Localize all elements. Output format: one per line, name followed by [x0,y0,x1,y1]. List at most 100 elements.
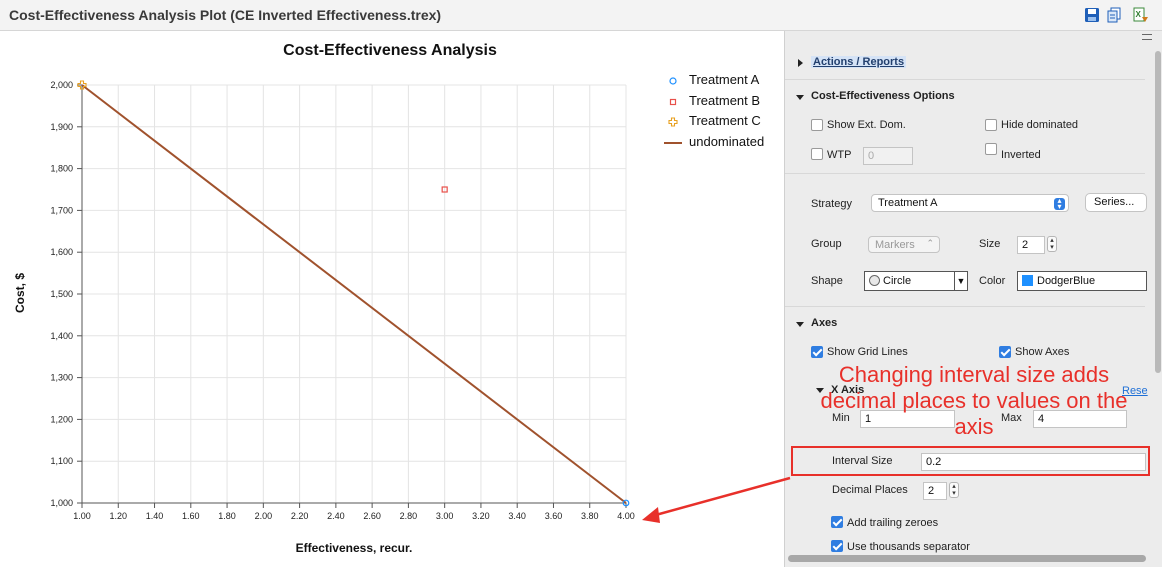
ce-options-header[interactable]: Cost-Effectiveness Options [811,90,955,102]
show-axes-checkbox[interactable] [999,346,1011,358]
wtp-checkbox[interactable] [811,148,823,160]
x-tick-label: 3.80 [581,511,599,521]
decimal-places-input[interactable]: 2 [923,482,947,500]
x-tick-label: 1.80 [218,511,236,521]
size-stepper[interactable]: ▴ ▾ [1047,236,1057,252]
y-tick-label: 1,500 [50,289,73,299]
options-panel: Actions / Reports Cost-Effectiveness Opt… [784,31,1162,567]
min-label: Min [832,412,850,424]
treatment-b-point [441,186,448,193]
show-ext-dom-label: Show Ext. Dom. [827,119,906,131]
divider [785,173,1145,174]
decimal-places-stepper[interactable]: ▴ ▾ [949,482,959,498]
x-tick-label: 1.40 [146,511,164,521]
x-tick-label: 1.00 [73,511,91,521]
min-input[interactable]: 1 [860,410,955,428]
x-axis-header[interactable]: X Axis [831,384,865,396]
y-tick-label: 1,100 [50,456,73,466]
undominated-frontier-line [81,84,627,504]
expanded-triangle-icon[interactable] [796,322,804,327]
x-tick-label: 2.40 [327,511,345,521]
group-value: Markers [875,239,915,251]
actions-reports-link[interactable]: Actions / Reports [811,56,907,68]
size-input[interactable]: 2 [1017,236,1045,254]
wtp-input[interactable]: 0 [863,147,913,165]
show-axes-label: Show Axes [1015,346,1070,358]
y-tick-label: 1,700 [50,205,73,215]
window-title: Cost-Effectiveness Analysis Plot (CE Inv… [9,7,442,23]
divider [785,79,1145,80]
legend-label: undominated [689,133,765,149]
select-arrows-icon: ▴ ▾ [1054,197,1065,211]
expanded-triangle-icon[interactable] [796,95,804,100]
circle-icon [869,275,880,286]
chart-legend: Treatment A Treatment B Treatment C undo… [664,71,782,153]
treatment-a-point [622,499,630,507]
trailing-zeroes-checkbox[interactable] [831,516,843,528]
y-tick-label: 1,200 [50,414,73,424]
color-label: Color [979,275,1006,287]
thousands-separator-checkbox[interactable] [831,540,843,552]
svg-text:X: X [1136,10,1142,19]
interval-size-input[interactable]: 0.2 [921,453,1146,471]
max-label: Max [1001,412,1022,424]
shape-label: Shape [811,275,843,287]
hide-dominated-checkbox[interactable] [985,119,997,131]
chart-title: Cost-Effectiveness Analysis [283,42,497,59]
y-tick-label: 1,800 [50,164,73,174]
strategy-label: Strategy [811,198,852,210]
title-bar: Cost-Effectiveness Analysis Plot (CE Inv… [0,0,1162,31]
ce-plot: 1.00 1.20 1.40 1.60 1.80 2.00 2.20 2.40 2.60 2.80… [50,80,635,521]
circle-marker-icon [669,77,677,85]
x-tick-label: 3.40 [508,511,526,521]
x-tick-label: 2.00 [255,511,273,521]
y-tick-label: 1,300 [50,373,73,383]
shape-value: Circle [883,275,912,287]
x-tick-label: 2.60 [363,511,381,521]
excel-export-icon[interactable]: X [1133,7,1149,23]
color-select[interactable]: DodgerBlue [1017,271,1147,291]
divider [785,306,1145,307]
legend-item-treatment-b: Treatment B [664,92,782,113]
legend-item-treatment-c: Treatment C [664,112,782,133]
decimal-places-label: Decimal Places [832,484,908,496]
y-tick-label: 1,400 [50,331,73,341]
show-grid-lines-checkbox[interactable] [811,346,823,358]
annotation-arrow-icon [642,476,791,523]
series-button[interactable]: Series... [1085,193,1147,212]
group-select[interactable]: Markers ⌃ [868,236,940,253]
show-ext-dom-checkbox[interactable] [811,119,823,131]
x-tick-label: 2.80 [400,511,418,521]
save-icon[interactable] [1084,7,1100,23]
y-axis-label: Cost, $ [13,273,27,314]
x-tick-label: 4.00 [617,511,635,521]
shape-select[interactable]: Circle ▼ [864,271,968,291]
color-swatch [1022,275,1033,286]
x-tick-label: 3.20 [472,511,490,521]
panel-menu-icon[interactable] [1142,34,1152,40]
annotation-text: Changing interval size adds decimal plac… [820,362,1128,439]
copy-icon[interactable] [1106,7,1122,23]
strategy-value: Treatment A [878,197,938,209]
cross-marker-icon [668,117,678,127]
x-tick-label: 1.20 [110,511,128,521]
reset-link[interactable]: Rese [1122,385,1148,397]
axes-header[interactable]: Axes [811,317,838,329]
group-label: Group [811,238,842,250]
color-value: DodgerBlue [1037,275,1096,287]
y-tick-label: 1,900 [50,122,73,132]
x-tick-label: 2.20 [291,511,309,521]
treatment-c-point [77,80,87,90]
chart-area: Cost-Effectiveness Analysis 1.00 1.20 1.40… [0,31,784,567]
wtp-label: WTP [827,149,852,161]
expanded-triangle-icon[interactable] [816,388,824,393]
collapsed-triangle-icon[interactable] [798,59,803,67]
strategy-select[interactable]: Treatment A ▴ ▾ [871,194,1069,212]
max-input[interactable]: 4 [1033,410,1127,428]
vertical-scrollbar[interactable] [1155,51,1161,373]
legend-item-treatment-a: Treatment A [664,71,782,92]
line-marker-icon [664,141,682,144]
inverted-checkbox[interactable] [985,143,997,155]
horizontal-scrollbar[interactable] [788,555,1146,562]
